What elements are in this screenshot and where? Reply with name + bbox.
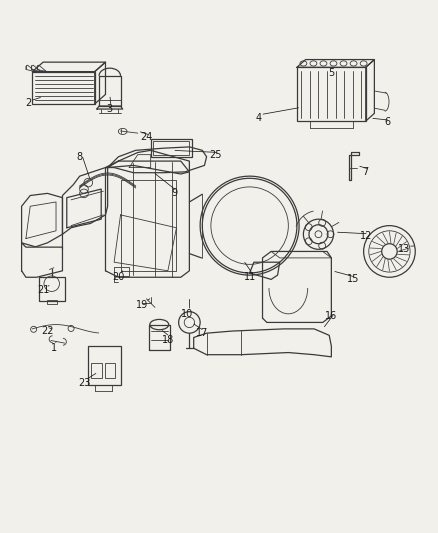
Bar	[39, 277, 64, 301]
Circle shape	[31, 326, 37, 332]
Text: 24: 24	[140, 132, 152, 142]
Text: 13: 13	[397, 244, 410, 254]
Bar	[46, 300, 57, 304]
Text: 19: 19	[136, 300, 148, 310]
Text: 5: 5	[328, 68, 334, 78]
Text: 11: 11	[243, 272, 255, 282]
Bar	[296, 67, 365, 121]
Text: 22: 22	[41, 326, 53, 336]
Text: 4: 4	[254, 113, 261, 123]
Text: 8: 8	[77, 152, 82, 162]
Bar	[150, 139, 191, 157]
Bar	[32, 71, 95, 104]
Text: 25: 25	[208, 150, 221, 160]
Circle shape	[68, 326, 74, 332]
Bar	[152, 141, 189, 155]
Text: 2: 2	[25, 98, 31, 108]
Text: 16: 16	[325, 311, 337, 321]
Text: 1: 1	[51, 343, 57, 353]
Text: 20: 20	[112, 272, 124, 282]
Text: 18: 18	[161, 335, 173, 345]
Bar	[88, 346, 120, 385]
Text: 7: 7	[362, 167, 368, 177]
Bar	[104, 364, 115, 378]
Text: 6: 6	[383, 117, 389, 127]
Text: 9: 9	[171, 188, 177, 198]
Text: 10: 10	[181, 309, 193, 319]
Text: 23: 23	[78, 378, 90, 387]
Text: 12: 12	[359, 231, 371, 241]
Text: 3: 3	[106, 104, 113, 115]
Text: 21: 21	[37, 285, 49, 295]
Text: 15: 15	[346, 274, 358, 285]
Text: 17: 17	[196, 328, 208, 338]
Bar	[91, 364, 102, 378]
